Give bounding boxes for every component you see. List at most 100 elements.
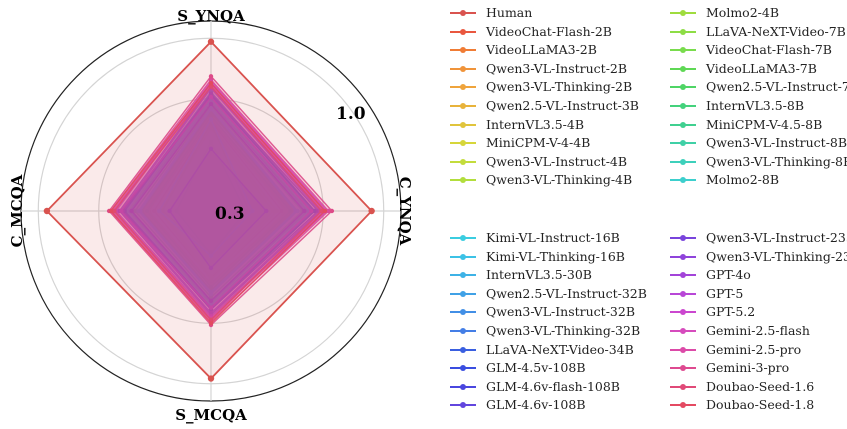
legend-swatch	[448, 23, 478, 40]
series-point-minicpm-v-4-4b	[208, 274, 214, 279]
series-point-videochat-flash-7b	[288, 208, 293, 214]
legend-dot	[460, 346, 466, 353]
series-point-gpt-4o	[208, 94, 214, 100]
legend-dot	[680, 103, 686, 109]
legend-dot	[680, 84, 686, 91]
series-point-glm-4-6v-flash-108b	[208, 101, 214, 107]
series-point-doubao-seed-1-8	[208, 321, 214, 326]
legend-swatch	[448, 378, 478, 395]
series-point-gemini-3-pro	[329, 208, 335, 214]
series-point-doubao-seed-1-6	[208, 317, 214, 323]
tick-label-0-3: 0.3	[215, 204, 245, 224]
legend-label: Doubao-Seed-1.8	[706, 397, 815, 413]
series-point-molmo2-8b	[250, 208, 255, 214]
legend-item-gpt-5: GPT-5	[668, 285, 743, 302]
legend-label: Qwen3-VL-Instruct-235B	[706, 230, 847, 245]
legend-dot	[460, 10, 466, 16]
legend: Human VideoChat-Flash-2B VideoLLaMA3-2B Qwe…	[448, 0, 847, 429]
series-point-human	[368, 207, 375, 215]
legend-item-glm-4-6v-108b: GLM-4.6v-108B	[448, 396, 586, 413]
legend-label: GPT-5.2	[706, 304, 756, 320]
legend-label: Qwen2.5-VL-Instruct-7B	[706, 79, 847, 95]
legend-label: LLaVA-NeXT-Video-34B	[486, 341, 634, 357]
series-point-human	[207, 38, 215, 45]
legend-dot	[680, 28, 686, 35]
series-point-llava-next-video-7b	[243, 208, 248, 214]
legend-item-gemini-2-5-flash: Gemini-2.5-flash	[668, 322, 810, 339]
legend-swatch	[448, 303, 478, 320]
legend-label: Gemini-3-pro	[706, 360, 790, 376]
legend-label: Molmo2-8B	[706, 172, 780, 188]
series-point-llava-next-video-34b	[208, 265, 214, 271]
series-point-llava-next-video-34b	[167, 208, 172, 214]
legend-label: Qwen3-VL-Instruct-2B	[486, 60, 628, 76]
radar-chart: S_YNQA C_YNQA S_MCQA C_MCQA 0.3 1.0	[8, 7, 414, 424]
legend-item-internvl3-5-8b: InternVL3.5-8B	[668, 97, 804, 114]
legend-dot	[460, 309, 466, 316]
legend-dot	[460, 121, 466, 128]
legend-swatch	[448, 171, 478, 188]
legend-item-qwen3-vl-instruct-4b: Qwen3-VL-Instruct-4B	[448, 153, 627, 170]
legend-label: GPT-4o	[706, 267, 751, 283]
legend-item-kimi-vl-instruct-16b: Kimi-VL-Instruct-16B	[448, 229, 620, 246]
legend-swatch	[668, 285, 698, 302]
legend-dot	[460, 235, 466, 241]
axis-label-c-mcqa: C_MCQA	[8, 174, 26, 247]
legend-item-llava-next-video-34b: LLaVA-NeXT-Video-34B	[448, 341, 634, 358]
legend-item-glm-4-5v-108b: GLM-4.5v-108B	[448, 359, 586, 376]
legend-swatch	[668, 359, 698, 376]
legend-dot	[680, 121, 686, 128]
series-point-glm-4-6v-flash-108b	[302, 208, 307, 214]
axis-label-s-mcqa: S_MCQA	[175, 406, 247, 424]
legend-label: Qwen2.5-VL-Instruct-3B	[486, 98, 639, 113]
legend-label: Qwen3-VL-Thinking-4B	[486, 172, 633, 188]
legend-label: Gemini-2.5-flash	[706, 323, 810, 338]
legend-item-doubao-seed-1-6: Doubao-Seed-1.6	[668, 378, 814, 395]
legend-dot	[460, 365, 466, 372]
legend-label: InternVL3.5-4B	[486, 116, 585, 132]
series-point-human	[207, 375, 215, 382]
legend-label: Qwen3-VL-Thinking-8B	[706, 153, 847, 169]
series-point-llava-next-video-7b	[174, 208, 179, 214]
legend-dot	[680, 328, 686, 334]
legend-dot	[460, 383, 466, 390]
legend-dot	[680, 253, 686, 260]
legend-dot	[680, 272, 686, 279]
legend-item-qwen3-vl-instruct-2b: Qwen3-VL-Instruct-2B	[448, 60, 627, 77]
legend-item-llava-next-video-7b: LLaVA-NeXT-Video-7B	[668, 23, 846, 40]
legend-label: Gemini-2.5-pro	[706, 341, 802, 357]
series-point-gemini-3-pro	[208, 74, 214, 79]
legend-dot	[460, 272, 466, 279]
legend-swatch	[668, 4, 698, 21]
legend-swatch	[448, 396, 478, 413]
legend-dot	[680, 177, 686, 184]
legend-item-qwen2-5-vl-instruct-32b: Qwen2.5-VL-Instruct-32B	[448, 285, 647, 302]
legend-swatch	[668, 153, 698, 170]
legend-dot	[460, 253, 466, 260]
series-polygon-human	[45, 40, 373, 380]
legend-dot	[680, 309, 686, 316]
labels-layer: S_YNQA C_YNQA S_MCQA C_MCQA 0.3 1.0	[8, 7, 414, 424]
legend-label: Human	[486, 5, 533, 20]
legend-swatch	[668, 171, 698, 188]
legend-item-qwen3-vl-instruct-32b: Qwen3-VL-Instruct-32B	[448, 303, 635, 320]
legend-dot	[460, 402, 466, 409]
legend-dot	[460, 177, 466, 184]
legend-swatch	[668, 78, 698, 95]
series-point-human	[43, 207, 51, 215]
legend-dot	[680, 158, 686, 165]
legend-label: Qwen2.5-VL-Instruct-32B	[486, 285, 647, 301]
legend-dot	[680, 140, 686, 147]
series-point-qwen2-5-vl-instruct-3b	[208, 277, 214, 283]
legend-item-qwen3-vl-instruct-8b: Qwen3-VL-Instruct-8B	[668, 134, 847, 151]
series-point-videochat-flash-2b	[151, 208, 157, 214]
series-point-minicpm-v-4-4b	[270, 208, 276, 214]
legend-item-videochat-flash-7b: VideoChat-Flash-7B	[668, 41, 832, 58]
legend-swatch	[448, 97, 478, 114]
legend-swatch	[668, 303, 698, 320]
series-point-minicpm-v-4-5-8b	[208, 295, 214, 300]
legend-label: GPT-5	[706, 285, 744, 301]
legend-label: GLM-4.6v-flash-108B	[486, 378, 620, 394]
legend-swatch	[668, 134, 698, 151]
series-point-kimi-vl-thinking-16b	[208, 106, 214, 112]
